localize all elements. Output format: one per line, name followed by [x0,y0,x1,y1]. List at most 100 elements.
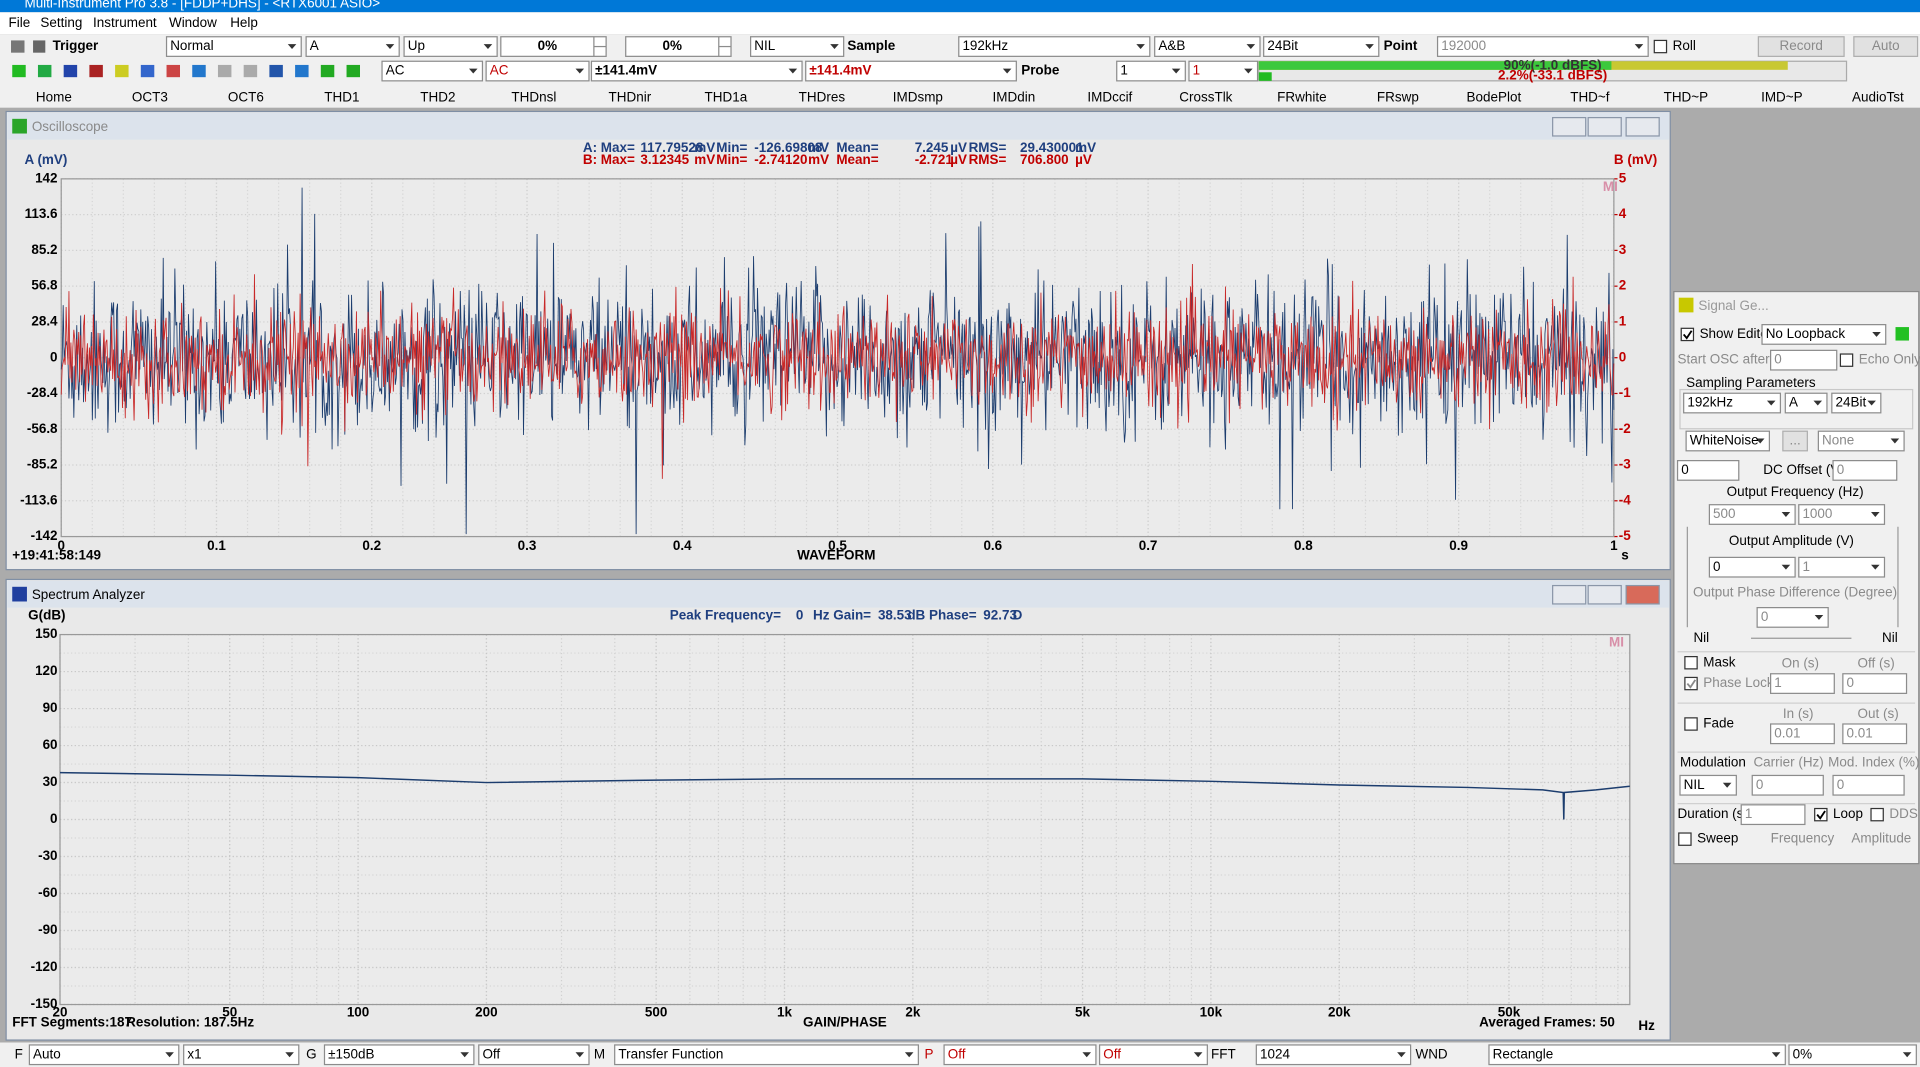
toolbar-icon[interactable] [217,64,232,78]
menu-item[interactable]: Help [230,15,258,30]
button-label[interactable]: Record [1780,38,1823,53]
window-button[interactable] [1625,584,1660,605]
edit-box[interactable] [1832,774,1905,796]
tab[interactable]: IMD~P [1761,90,1803,105]
combo-box[interactable] [1255,1044,1412,1066]
tab[interactable]: THDres [799,90,846,105]
combo-value[interactable]: 0% [1793,1046,1812,1061]
combo-box[interactable] [305,36,400,57]
edit-value[interactable]: 0 [1774,352,1781,367]
checkbox[interactable] [1678,832,1692,846]
window-button[interactable] [1552,584,1587,605]
edit-box[interactable] [1842,723,1908,745]
tab[interactable]: IMDccif [1087,90,1132,105]
tab[interactable]: Home [36,90,72,105]
combo-value[interactable]: ±150dB [328,1046,374,1061]
combo-value[interactable]: 1024 [1260,1046,1290,1061]
combo-value[interactable]: ±141.4mV [809,63,871,78]
combo-box[interactable] [1761,324,1887,345]
combo-value[interactable]: A [1789,395,1798,410]
combo-box[interactable] [1154,36,1261,57]
tab[interactable]: THD1 [324,90,359,105]
menu-item[interactable]: File [9,15,31,30]
combo-box[interactable] [805,60,1017,82]
combo-box[interactable] [1798,504,1886,525]
toolbar-icon[interactable] [192,64,206,78]
combo-box[interactable] [1098,1044,1208,1066]
toolbar-icon[interactable] [12,64,26,78]
toolbar-icon[interactable] [166,64,180,78]
toolbar-icon[interactable] [243,64,258,78]
combo-value[interactable]: AC [490,63,509,78]
edit-box[interactable] [1770,673,1835,694]
combo-value[interactable]: AC [386,63,405,78]
tab[interactable]: IMDsmp [893,90,943,105]
combo-box[interactable] [1708,504,1796,525]
toolbar-icon[interactable] [269,64,283,78]
combo-box[interactable] [1679,774,1737,796]
combo-box[interactable] [614,1044,919,1066]
toolbar-icon[interactable] [89,64,103,78]
edit-value[interactable]: 0% [663,38,682,53]
checkbox-label[interactable]: Phase Lock [1703,675,1774,690]
combo-box[interactable] [958,36,1151,57]
combo-value[interactable]: A&B [1158,38,1185,53]
combo-value[interactable]: ±141.4mV [595,63,657,78]
combo-box[interactable] [478,1044,590,1066]
combo-value[interactable]: 1 [1120,63,1127,78]
button-label[interactable]: Auto [1872,38,1900,53]
combo-value[interactable]: No Loopback [1766,326,1846,341]
combo-box[interactable] [750,36,845,57]
edit-value[interactable]: 0.01 [1847,725,1873,740]
combo-value[interactable]: None [1822,433,1854,448]
combo-box[interactable] [183,1044,300,1066]
combo-box[interactable] [943,1044,1097,1066]
button[interactable] [1757,36,1845,57]
edit-box[interactable] [1770,349,1838,371]
tab[interactable]: OCT6 [228,90,264,105]
edit-value[interactable]: 0 [1756,777,1763,792]
edit-box[interactable] [1842,673,1908,694]
edit-box[interactable] [1740,804,1806,826]
combo-box[interactable] [1817,430,1905,452]
checkbox[interactable] [1684,656,1698,670]
combo-value[interactable]: 1 [1193,63,1200,78]
combo-value[interactable]: 1000 [1802,506,1832,521]
tab[interactable]: BodePlot [1467,90,1522,105]
menu-item[interactable]: Window [169,15,217,30]
edit-box[interactable] [1751,774,1824,796]
toolbar-icon[interactable] [346,64,360,78]
edit-value[interactable]: 0 [1681,462,1688,477]
combo-box[interactable] [1116,60,1186,82]
checkbox-label[interactable]: Loop [1833,806,1863,821]
tab[interactable]: THD1a [705,90,748,105]
edit-value[interactable]: 0 [1847,675,1854,690]
checkbox-label[interactable]: Mask [1703,654,1735,669]
combo-value[interactable]: 500 [1713,506,1735,521]
combo-box[interactable] [485,60,590,82]
checkbox[interactable] [1839,353,1854,367]
window-button[interactable] [1552,116,1587,137]
combo-box[interactable] [323,1044,475,1066]
checkbox-label[interactable]: Echo Only [1859,352,1920,367]
tab[interactable]: IMDdin [993,90,1036,105]
checkbox-label[interactable]: Roll [1673,38,1696,53]
checkbox-label[interactable]: Show Editor [1700,326,1773,341]
tab[interactable]: THDnir [609,90,652,105]
tab[interactable]: THDnsl [511,90,556,105]
combo-box[interactable] [1798,556,1886,578]
tab[interactable]: FRwhite [1277,90,1326,105]
combo-value[interactable]: A [310,38,319,53]
edit-value[interactable]: 0% [538,38,557,53]
combo-box[interactable] [1683,392,1782,414]
toolbar-icon[interactable] [63,64,78,78]
combo-value[interactable]: x1 [187,1046,201,1061]
menu-item[interactable]: Setting [40,15,82,30]
window-button[interactable] [1587,116,1622,137]
combo-box[interactable] [28,1044,180,1066]
checkbox[interactable] [1653,39,1668,54]
toolbar-icon[interactable] [295,64,309,78]
edit-box[interactable] [1770,723,1835,745]
toolbar-icon[interactable] [37,64,52,78]
combo-box[interactable] [1685,430,1770,452]
